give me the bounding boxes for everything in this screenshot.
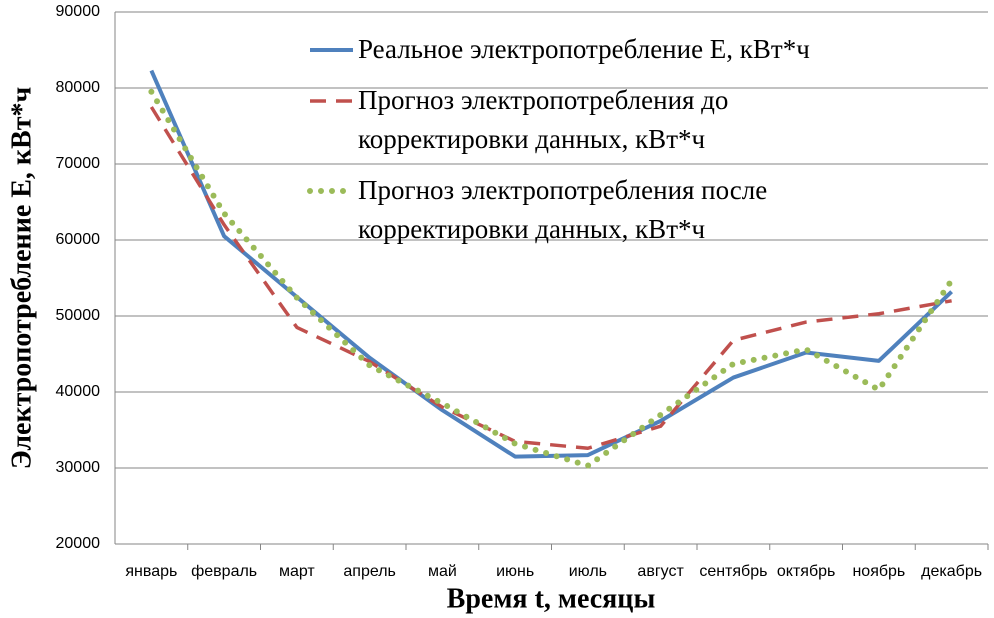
legend-entry: Прогноз электропотребления до корректиро… (305, 81, 865, 159)
x-tick-label: июль (569, 563, 607, 580)
x-tick-label: октябрь (777, 563, 835, 580)
legend-swatch (310, 99, 353, 103)
x-tick-label: сентябрь (699, 563, 767, 580)
x-tick-label: апрель (343, 563, 396, 580)
legend-label: Прогноз электропотребления до корректиро… (358, 85, 729, 154)
y-tick-label: 90000 (56, 3, 101, 20)
legend-swatch (310, 48, 353, 52)
legend-entry: Реальное электропотребление Е, кВт*ч (305, 30, 865, 69)
legend-label: Реальное электропотребление Е, кВт*ч (358, 34, 810, 64)
x-tick-label: январь (125, 563, 177, 580)
x-tick-label: май (428, 563, 457, 580)
series-line (149, 106, 952, 450)
y-tick-label: 20000 (56, 535, 101, 552)
legend-entry: Прогноз электропотребления после коррект… (305, 171, 865, 249)
y-tick-label: 30000 (56, 459, 101, 476)
x-tick-label: декабрь (921, 563, 982, 580)
y-tick-label: 40000 (56, 383, 101, 400)
x-tick-label: июнь (496, 563, 534, 580)
series-line (148, 88, 955, 469)
x-tick-label: март (279, 563, 315, 580)
legend-swatch (307, 188, 355, 194)
y-tick-label: 60000 (56, 231, 101, 248)
x-tick-label: февраль (191, 563, 257, 580)
x-axis-title: Время t, месяцы (447, 583, 656, 614)
y-tick-label: 70000 (56, 155, 101, 172)
y-axis-title: Электропотребление Е, кВт*ч (6, 87, 37, 470)
y-tick-label: 50000 (56, 307, 101, 324)
legend-label: Прогноз электропотребления после коррект… (358, 175, 768, 244)
y-tick-label: 80000 (56, 79, 101, 96)
legend: Реальное электропотребление Е, кВт*ч Прог… (305, 30, 865, 261)
x-tick-label: ноябрь (852, 563, 905, 580)
x-tick-label: август (637, 563, 684, 580)
